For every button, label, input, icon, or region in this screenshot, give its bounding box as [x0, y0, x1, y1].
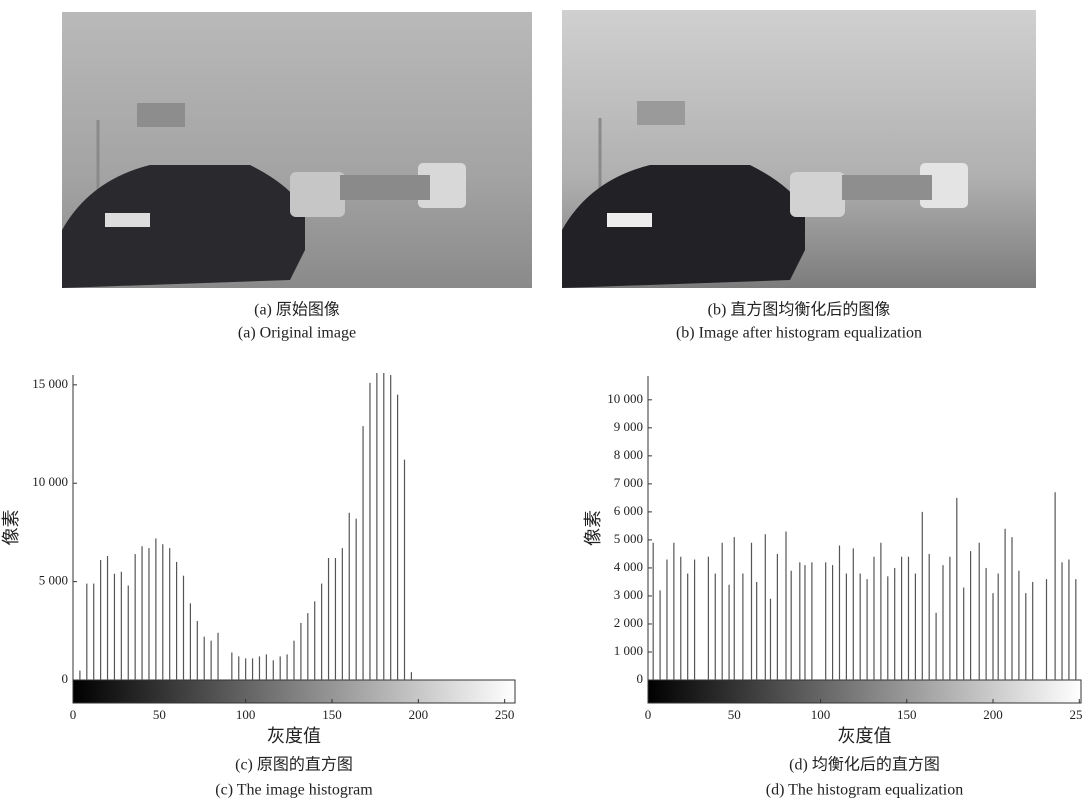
caption: (c) 原图的直方图	[235, 756, 353, 774]
y-axis-label: 像素	[583, 510, 603, 546]
x-tick-label: 50	[728, 707, 741, 722]
x-axis-label: 灰度值	[838, 726, 892, 746]
x-axis-label: 灰度值	[267, 726, 321, 746]
y-tick-label: 0	[62, 671, 69, 686]
x-tick-label: 150	[322, 707, 342, 722]
x-tick-label: 100	[236, 707, 256, 722]
y-tick-label: 6 000	[614, 503, 643, 518]
y-tick-label: 5 000	[39, 573, 68, 588]
colorbar	[73, 680, 515, 703]
photo-original	[62, 12, 532, 288]
x-tick-label: 100	[811, 707, 831, 722]
x-tick-label: 250	[1070, 707, 1083, 722]
caption: (a) Original image	[238, 325, 356, 342]
y-tick-label: 4 000	[614, 559, 643, 574]
y-tick-label: 2 000	[614, 615, 643, 630]
caption: (b) 直方图均衡化后的图像	[708, 301, 891, 319]
y-tick-label: 15 000	[32, 376, 68, 391]
photo-equalized	[562, 10, 1036, 288]
y-tick-label: 1 000	[614, 643, 643, 658]
x-tick-label: 0	[645, 707, 652, 722]
x-tick-label: 200	[409, 707, 429, 722]
x-tick-label: 50	[153, 707, 166, 722]
page: (a) 原始图像 (a) Original image (b) 直方图均衡化后的…	[0, 0, 1083, 801]
y-tick-label: 7 000	[614, 475, 643, 490]
caption: (c) The image histogram	[215, 782, 373, 799]
y-tick-label: 8 000	[614, 447, 643, 462]
y-tick-label: 10 000	[607, 391, 643, 406]
colorbar	[648, 680, 1081, 703]
y-axis-label: 像素	[1, 510, 21, 546]
caption: (d) 均衡化后的直方图	[789, 756, 940, 774]
caption: (a) 原始图像	[254, 301, 340, 319]
y-tick-label: 10 000	[32, 474, 68, 489]
x-tick-label: 150	[897, 707, 917, 722]
y-tick-label: 5 000	[614, 531, 643, 546]
x-tick-label: 0	[70, 707, 77, 722]
caption: (d) The histogram equalization	[766, 782, 963, 799]
caption: (b) Image after histogram equalization	[676, 325, 922, 342]
y-tick-label: 3 000	[614, 587, 643, 602]
x-tick-label: 250	[495, 707, 515, 722]
x-tick-label: 200	[983, 707, 1003, 722]
y-tick-label: 0	[637, 671, 644, 686]
y-tick-label: 9 000	[614, 419, 643, 434]
